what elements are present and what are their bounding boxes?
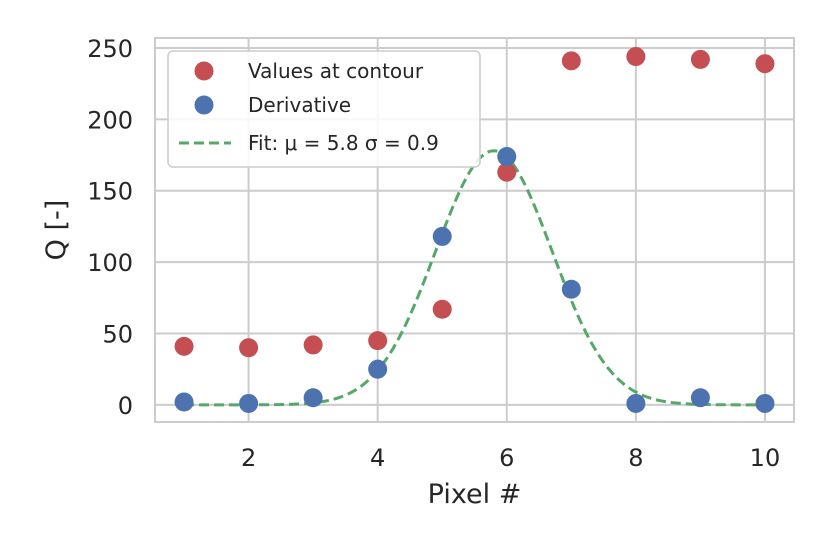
values-at-contour-point	[368, 331, 388, 351]
legend-marker-derivative	[194, 95, 214, 115]
values-at-contour-point	[561, 51, 581, 71]
values-at-contour-point	[303, 335, 323, 355]
plot-frame	[154, 37, 795, 423]
derivative-point	[755, 393, 775, 413]
x-tick-label: 4	[370, 444, 385, 472]
derivative-point	[626, 393, 646, 413]
y-tick-label: 100	[87, 249, 133, 277]
fit-curve	[184, 149, 765, 407]
x-tick-label: 10	[750, 444, 781, 472]
x-tick-label: 8	[628, 444, 643, 472]
values-at-contour-point	[755, 54, 775, 74]
values-at-contour-point	[497, 162, 517, 182]
y-axis-label: Q [-]	[41, 200, 72, 261]
y-tick-label: 250	[87, 35, 133, 63]
derivative-point	[368, 359, 388, 379]
values-at-contour-point	[432, 299, 452, 319]
legend-marker-values-at-contour	[194, 61, 214, 81]
values-at-contour-point	[626, 47, 646, 67]
legend-label-fit: Fit: μ = 5.8 σ = 0.9	[248, 131, 439, 155]
derivative-point	[690, 388, 710, 408]
values-at-contour-point	[239, 338, 259, 358]
y-tick-label: 50	[102, 320, 133, 348]
legend-label-values-at-contour: Values at contour	[248, 59, 424, 83]
values-at-contour-point	[690, 49, 710, 69]
legend-label-derivative: Derivative	[248, 93, 351, 117]
x-tick-label: 6	[499, 444, 514, 472]
derivative-point	[174, 392, 194, 412]
values-at-contour-point	[174, 336, 194, 356]
y-tick-label: 200	[87, 106, 133, 134]
derivative-point	[561, 279, 581, 299]
derivative-point	[432, 226, 452, 246]
legend: Values at contour Derivative Fit: μ = 5.…	[167, 50, 481, 168]
y-tick-label: 0	[118, 392, 133, 420]
x-tick-label: 2	[241, 444, 256, 472]
points-layer	[174, 47, 775, 413]
x-axis-label: Pixel #	[428, 479, 522, 510]
derivative-point	[239, 393, 259, 413]
legend-box	[167, 50, 481, 168]
derivative-point	[303, 388, 323, 408]
y-tick-label: 150	[87, 178, 133, 206]
derivative-point	[497, 146, 517, 166]
y-tick-labels: 0 50 100 150 200 250	[87, 35, 133, 420]
x-tick-labels: 2 4 6 8 10	[241, 444, 780, 472]
fit-layer	[184, 149, 765, 407]
